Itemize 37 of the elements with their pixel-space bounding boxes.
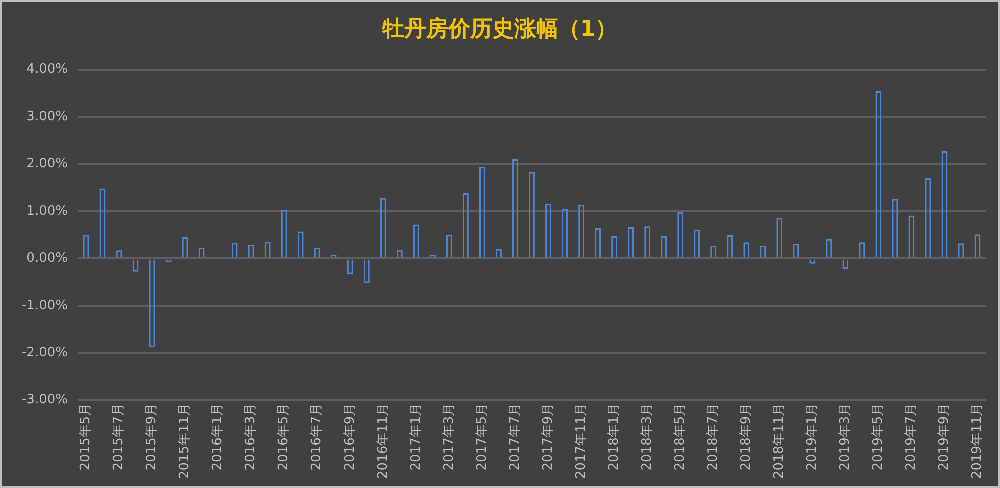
- x-tick-label: 2019年11月: [970, 403, 986, 480]
- x-tick-label: 2017年7月: [508, 403, 523, 471]
- y-tick-label: 1.00%: [26, 204, 68, 219]
- y-tick-label: 0.00%: [26, 251, 68, 266]
- y-tick-label: -2.00%: [22, 346, 68, 361]
- x-tick-label: 2019年1月: [805, 403, 820, 471]
- y-tick-label: -3.00%: [22, 392, 68, 408]
- chart-title: 牡丹房价历史涨幅（1）: [381, 16, 619, 44]
- x-tick-label: 2015年7月: [112, 403, 127, 471]
- x-tick-label: 2016年5月: [276, 403, 292, 471]
- x-tick-label: 2017年1月: [408, 403, 424, 471]
- x-tick-label: 2018年7月: [706, 403, 721, 471]
- y-tick-label: 4.00%: [26, 62, 68, 78]
- y-tick-label: 2.00%: [26, 156, 68, 172]
- x-tick-label: 2016年1月: [210, 403, 226, 471]
- x-tick-label: 2019年3月: [838, 403, 854, 471]
- x-tick-label: 2015年5月: [78, 403, 94, 471]
- x-tick-label: 2017年9月: [540, 403, 556, 471]
- x-tick-label: 2016年3月: [244, 403, 259, 471]
- x-tick-label: 2018年9月: [738, 403, 754, 471]
- x-tick-label: 2015年11月: [178, 403, 193, 480]
- y-tick-label: 3.00%: [26, 109, 68, 124]
- x-tick-label: 2016年7月: [310, 403, 325, 471]
- x-tick-label: 2017年5月: [474, 403, 490, 471]
- x-tick-label: 2018年1月: [606, 403, 622, 471]
- x-tick-label: 2016年11月: [376, 403, 391, 480]
- x-tick-label: 2019年9月: [937, 403, 952, 471]
- x-tick-label: 2018年3月: [640, 403, 655, 471]
- x-tick-label: 2015年9月: [144, 403, 160, 471]
- x-tick-label: 2019年5月: [871, 403, 886, 471]
- y-tick-label: -1.00%: [22, 298, 68, 314]
- x-tick-label: 2017年3月: [442, 403, 457, 471]
- x-tick-label: 2016年9月: [342, 403, 358, 471]
- x-tick-label: 2018年11月: [772, 403, 788, 480]
- x-tick-label: 2017年11月: [574, 403, 589, 480]
- x-tick-label: 2019年7月: [904, 403, 920, 471]
- x-tick-label: 2018年5月: [672, 403, 688, 471]
